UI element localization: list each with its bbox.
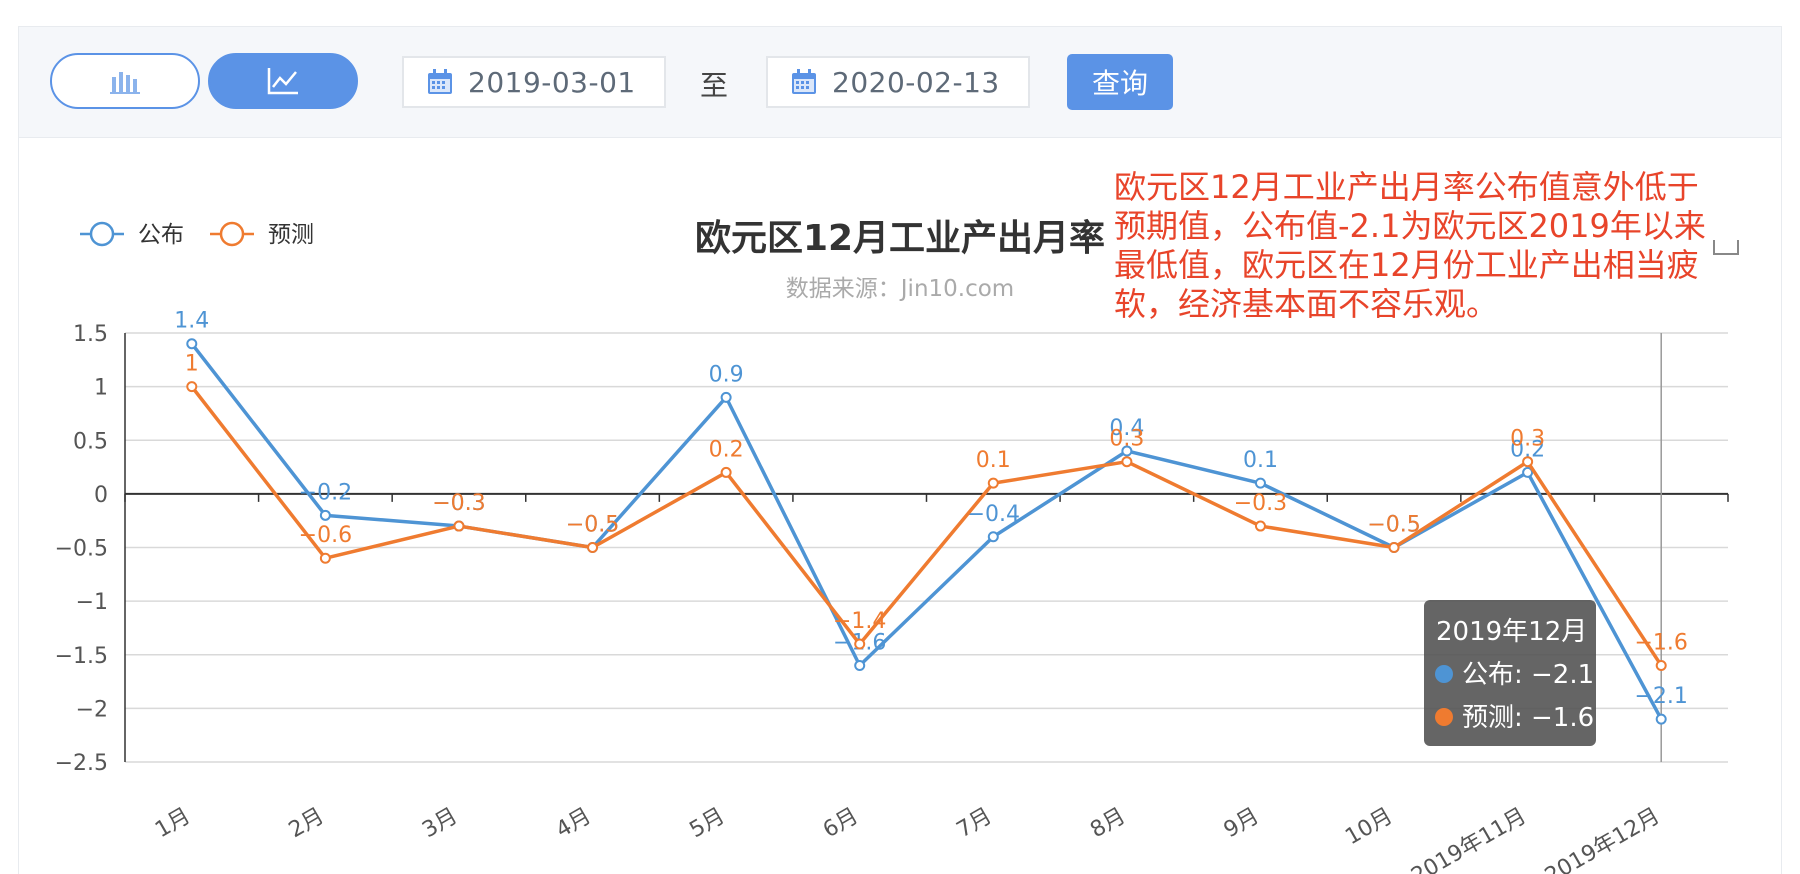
x-tick-label: 2019年12月 [1541, 804, 1664, 874]
data-label: 0.1 [976, 448, 1011, 473]
annotation-text: 欧元区12月工业产出月率公布值意外低于 [1114, 168, 1699, 206]
tooltip-row: 预测: −1.6 [1462, 703, 1594, 733]
x-tick-label: 2019年11月 [1407, 804, 1530, 874]
data-point [1254, 520, 1266, 532]
annotation-text: 软，经济基本面不容乐观。 [1114, 285, 1498, 323]
data-label: 0.3 [1510, 427, 1545, 452]
data-point [186, 338, 198, 350]
data-label: −0.2 [299, 480, 352, 505]
data-point [1522, 466, 1534, 478]
data-point [987, 477, 999, 489]
data-point [1254, 477, 1266, 489]
bar-chart-icon [110, 72, 140, 94]
end-date-value: 2020-02-13 [832, 65, 1000, 99]
x-tick-label: 6月 [819, 804, 863, 844]
data-label: −0.5 [566, 513, 619, 538]
chart-title: 欧元区12月工业产出月率 [695, 218, 1105, 259]
data-point [1121, 456, 1133, 468]
data-label: −0.6 [299, 523, 352, 548]
data-label: −0.3 [432, 491, 485, 516]
data-point [1388, 542, 1400, 553]
x-tick-label: 1月 [151, 804, 195, 844]
data-label: −0.3 [432, 491, 485, 516]
data-point [587, 542, 599, 553]
data-point [720, 391, 732, 403]
x-tick-label: 2月 [285, 804, 329, 844]
y-tick-label: −1 [76, 590, 108, 615]
data-label: 0.2 [709, 437, 744, 462]
legend-label: 预测 [268, 222, 314, 248]
data-label: 0.1 [1243, 448, 1278, 473]
tooltip-background [1424, 600, 1596, 746]
y-tick-label: −0.5 [55, 537, 108, 562]
tooltip-swatch [1435, 665, 1453, 683]
legend-marker [89, 221, 115, 247]
data-point [854, 659, 866, 671]
data-label: −0.3 [1234, 491, 1287, 516]
annotation-text: 预期值，公布值-2.1为欧元区2019年以来 [1114, 207, 1706, 245]
data-label: 0.4 [1109, 416, 1144, 441]
y-tick-label: −2 [76, 697, 108, 722]
y-tick-label: 0 [94, 483, 108, 508]
calendar-icon [792, 69, 816, 94]
data-point [854, 638, 866, 650]
bar-chart-toggle[interactable] [50, 53, 200, 109]
line-chart-icon [267, 68, 298, 95]
data-label: −0.5 [1367, 513, 1420, 538]
data-point [319, 552, 331, 564]
legend-label: 公布 [138, 222, 184, 248]
x-tick-label: 8月 [1086, 804, 1130, 844]
data-label: 1 [185, 352, 199, 377]
tooltip-title: 2019年12月 [1436, 617, 1587, 647]
query-button[interactable]: 查询 [1067, 54, 1173, 110]
y-tick-label: −1.5 [55, 644, 108, 669]
y-tick-label: 1.5 [73, 322, 108, 347]
y-tick-label: −2.5 [55, 751, 108, 776]
data-label: −0.5 [1367, 513, 1420, 538]
annotation-text: 最低值，欧元区在12月份工业产出相当疲 [1114, 246, 1699, 284]
data-point [1522, 456, 1534, 468]
data-label: −0.5 [566, 513, 619, 538]
chart-subtitle: 数据来源：Jin10.com [786, 276, 1014, 302]
x-tick-label: 4月 [552, 804, 596, 844]
x-tick-label: 7月 [953, 804, 997, 844]
tooltip-swatch [1435, 708, 1453, 726]
calendar-icon [428, 69, 452, 94]
data-point [1655, 659, 1667, 671]
line-chart-toggle[interactable] [208, 53, 358, 109]
data-point [1121, 445, 1133, 457]
date-range-separator: 至 [700, 69, 729, 102]
end-date-field[interactable]: 2020-02-13 [766, 56, 1030, 108]
data-label: −2.1 [1634, 684, 1687, 709]
data-point [1655, 713, 1667, 725]
data-label: 1.4 [174, 309, 209, 334]
start-date-value: 2019-03-01 [468, 65, 636, 99]
data-label: −1.6 [1634, 630, 1687, 655]
x-tick-label: 3月 [418, 804, 462, 844]
x-tick-label: 10月 [1341, 804, 1397, 851]
data-label: −1.4 [833, 609, 886, 634]
data-label: 0.3 [1109, 427, 1144, 452]
data-label: 0.9 [709, 362, 744, 387]
x-tick-label: 9月 [1220, 804, 1264, 844]
x-tick-label: 5月 [685, 804, 729, 844]
start-date-field[interactable]: 2019-03-01 [402, 56, 666, 108]
data-point [720, 466, 732, 478]
chart-panel [18, 26, 1782, 874]
y-tick-label: 0.5 [73, 429, 108, 454]
series-line [190, 385, 1663, 667]
data-point [319, 509, 331, 521]
data-point [987, 531, 999, 543]
tooltip-row: 公布: −2.1 [1462, 660, 1594, 690]
data-point [453, 520, 465, 532]
data-point [186, 381, 198, 393]
download-icon [1713, 240, 1739, 255]
y-tick-label: 1 [94, 376, 108, 401]
legend-marker [219, 221, 245, 247]
